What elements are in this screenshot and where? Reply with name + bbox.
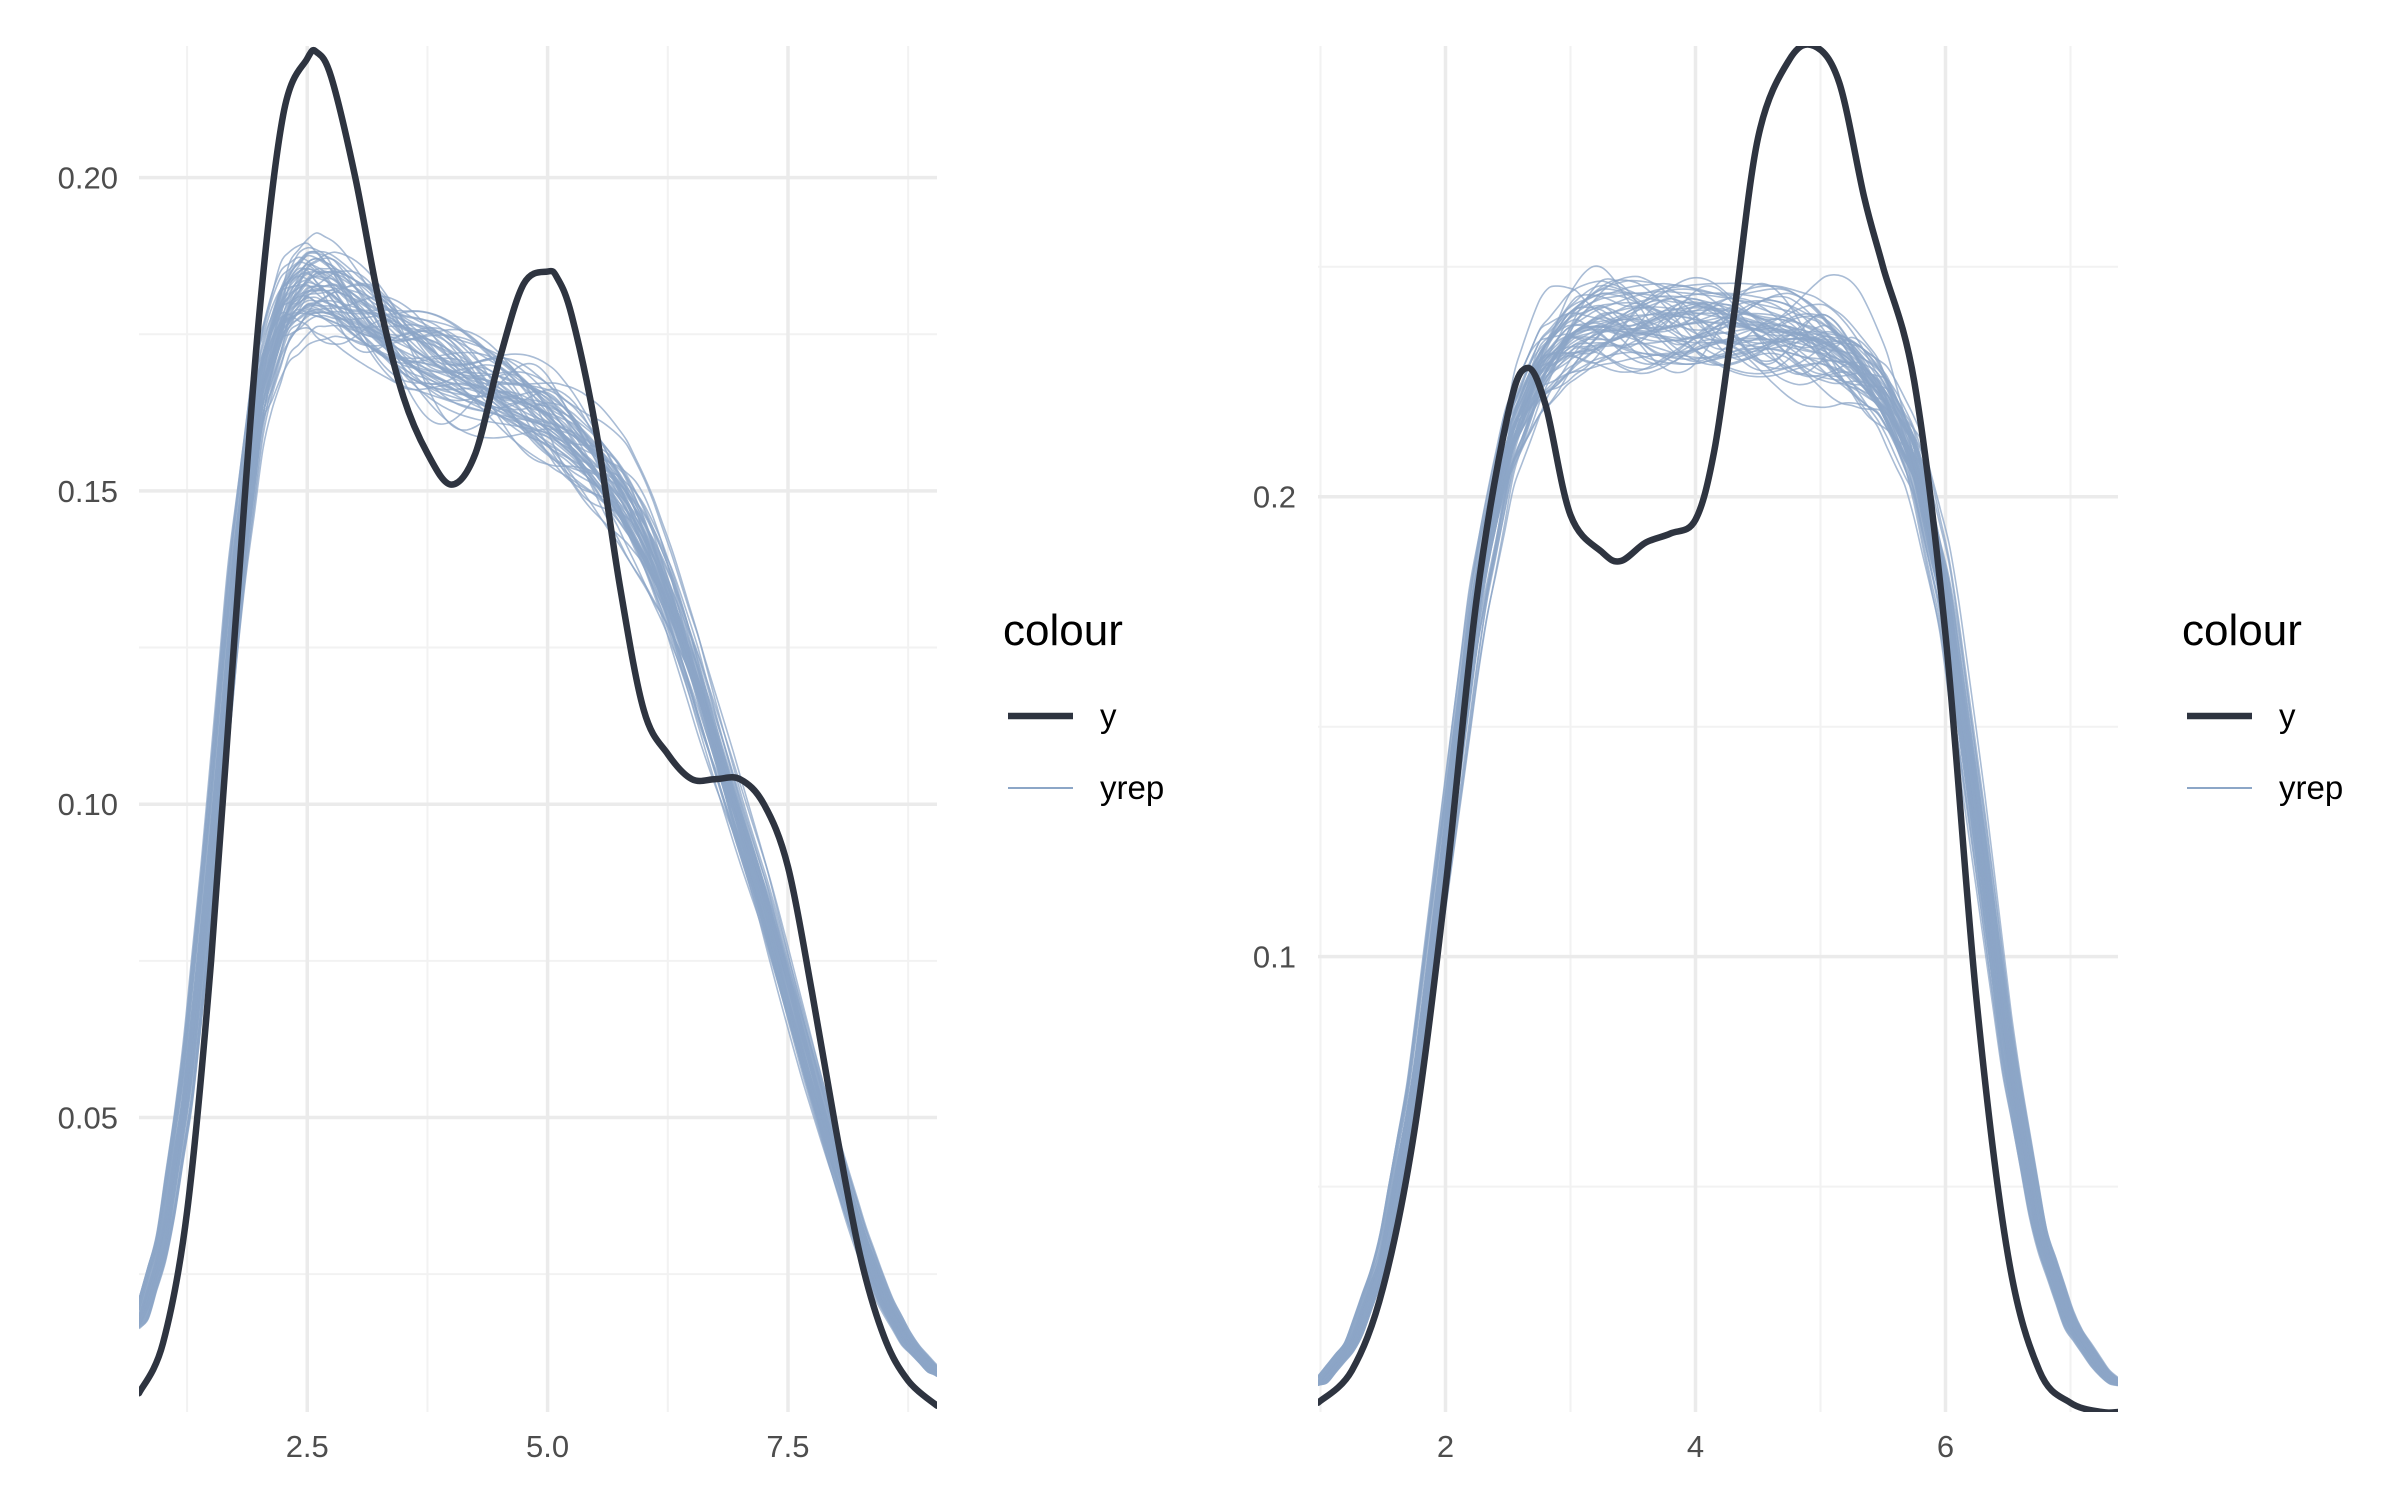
yrep-draw-line: [139, 299, 937, 1377]
yrep-draw-line: [139, 324, 937, 1372]
yrep-draw-line: [1318, 321, 2118, 1386]
x-tick-label: 5.0: [526, 1429, 569, 1464]
x-tick-label: 2.5: [286, 1429, 329, 1464]
yrep-draw-line: [139, 311, 937, 1376]
left-density-panel: 0.05 0.10 0.15 0.20 2.5 5.0 7.5 colour y yrep: [58, 46, 1164, 1464]
yrep-draws: [139, 232, 937, 1378]
y-tick-label: 0.2: [1253, 480, 1296, 515]
y-tick-label: 0.1: [1253, 940, 1296, 975]
legend: colour y yrep: [1003, 606, 1164, 806]
y-tick-label: 0.10: [58, 787, 118, 822]
yrep-draw-line: [1318, 301, 2118, 1386]
yrep-draw-line: [1318, 295, 2118, 1386]
y-observed: [1318, 46, 2118, 1412]
x-tick-label: 7.5: [766, 1429, 809, 1464]
grid: [1318, 46, 2118, 1412]
x-tick-label: 4: [1687, 1429, 1704, 1464]
legend-title: colour: [2182, 606, 2302, 655]
legend-title: colour: [1003, 606, 1123, 655]
x-tick-label: 6: [1937, 1429, 1954, 1464]
y-density-line: [139, 46, 937, 1409]
right-density-panel: 0.1 0.2 2 4 6 colour y yrep: [1253, 46, 2343, 1464]
legend-label-y: y: [2279, 697, 2296, 734]
yrep-draw-line: [139, 284, 937, 1376]
y-tick-label: 0.05: [58, 1100, 118, 1135]
grid: [139, 46, 937, 1412]
y-tick-label: 0.20: [58, 161, 118, 196]
x-tick-label: 2: [1437, 1429, 1454, 1464]
legend-label-yrep: yrep: [2279, 769, 2343, 806]
legend-label-y: y: [1100, 697, 1117, 734]
y-density-line: [1318, 46, 2118, 1412]
legend-label-yrep: yrep: [1100, 769, 1164, 806]
y-observed: [139, 46, 937, 1409]
legend: colour y yrep: [2182, 606, 2343, 806]
yrep-draw-line: [139, 299, 937, 1374]
y-tick-label: 0.15: [58, 474, 118, 509]
yrep-draw-line: [139, 315, 937, 1370]
